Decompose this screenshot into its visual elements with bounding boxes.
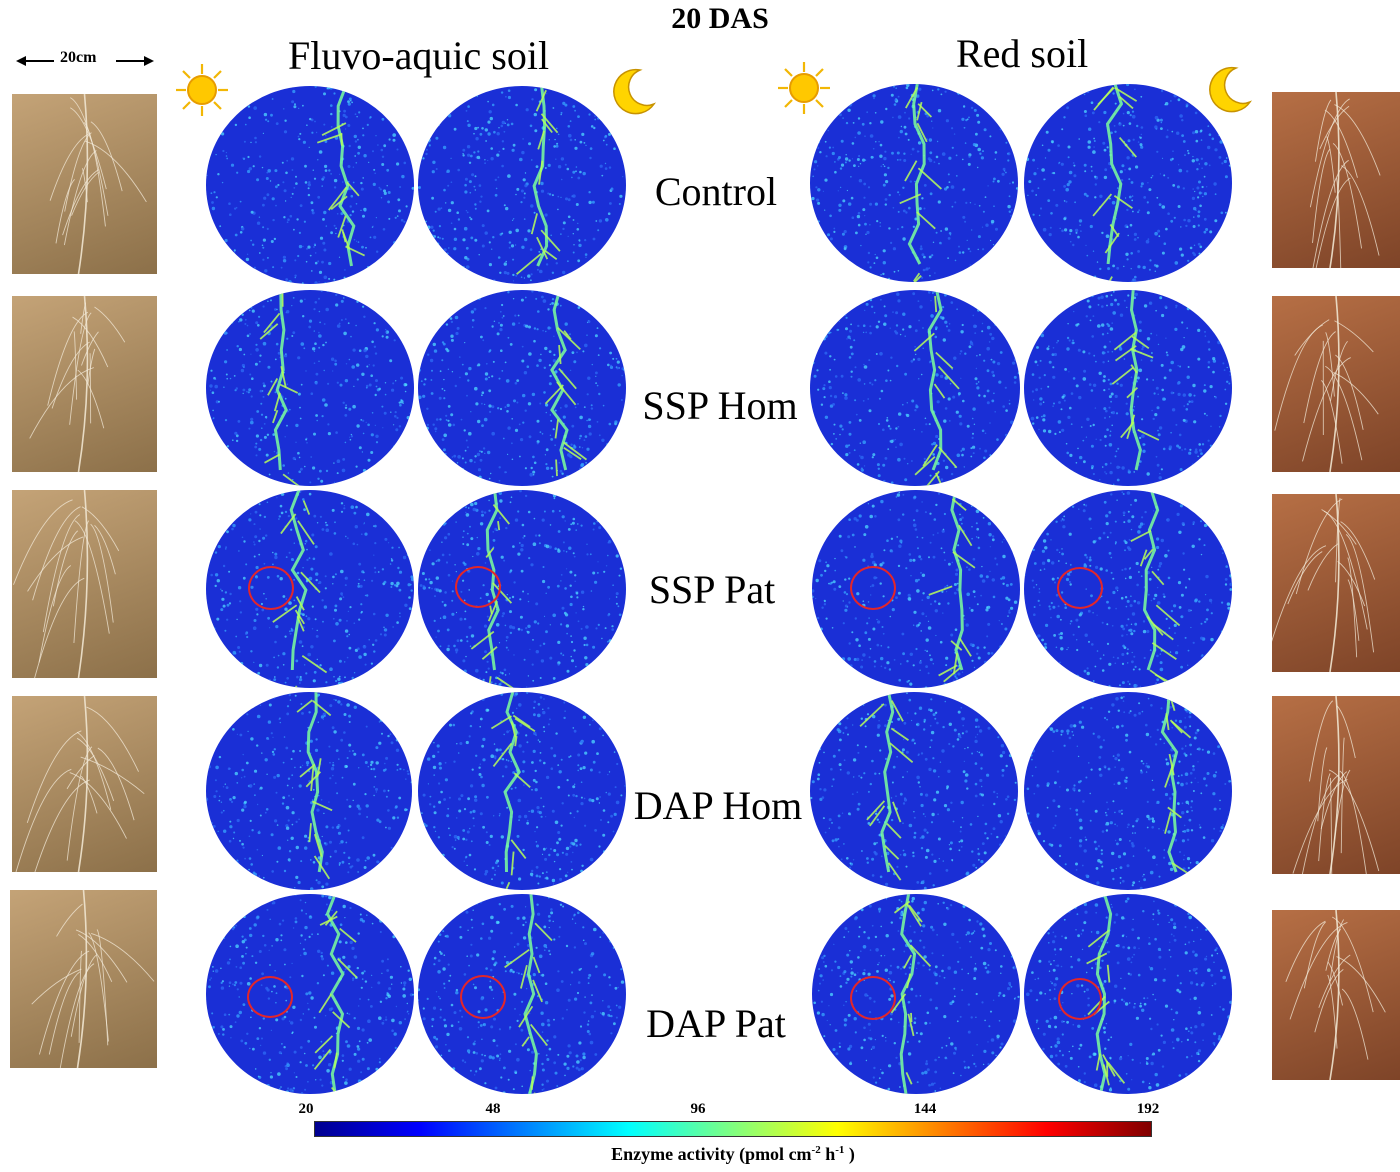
colorbar-gradient	[314, 1121, 1152, 1137]
patch-marker-circle	[1057, 567, 1103, 609]
root-photo-fluvo-dap-hom	[12, 695, 157, 887]
zymogram-fluvo-night-control	[418, 86, 626, 284]
zymogram-red-night-ssp-hom	[1024, 290, 1232, 486]
root-photo-red-control	[1272, 91, 1400, 292]
crescent-moon-icon	[610, 66, 657, 116]
treatment-label-ssp-pat: SSP Pat	[648, 567, 776, 612]
zymogram-fluvo-day-ssp-pat	[206, 490, 414, 688]
root-photo-fluvo-dap-pat	[10, 889, 157, 1076]
figure-title: 20 DAS	[671, 2, 769, 35]
patch-marker-circle	[247, 976, 293, 1018]
zymogram-fluvo-day-ssp-hom	[206, 290, 414, 486]
crescent-moon-icon	[1206, 64, 1253, 114]
patch-marker-circle	[850, 976, 896, 1020]
colorbar-tick: 48	[485, 1101, 501, 1117]
root-photo-red-ssp-pat	[1268, 493, 1400, 673]
soil-header-red: Red soil	[956, 31, 1089, 76]
zymogram-red-day-dap-hom	[810, 692, 1018, 890]
scale-bar-label: 20cm	[60, 49, 97, 66]
zymogram-red-night-dap-hom	[1024, 692, 1232, 890]
patch-marker-circle	[248, 566, 294, 610]
sun-icon	[774, 60, 834, 116]
colorbar-tick: 192	[1136, 1101, 1160, 1117]
treatment-label-dap-hom: DAP Hom	[633, 783, 803, 828]
colorbar-title-sup: -2	[811, 1144, 821, 1156]
zymogram-fluvo-day-dap-hom	[206, 692, 412, 890]
patch-marker-circle	[460, 975, 506, 1019]
treatment-label-ssp-hom: SSP Hom	[642, 383, 798, 428]
root-photo-red-dap-pat	[1272, 909, 1400, 1081]
zymogram-red-day-dap-pat	[812, 894, 1020, 1094]
zymogram-red-day-ssp-pat	[812, 490, 1020, 688]
zymogram-red-night-control	[1024, 84, 1232, 282]
colorbar-title-sup: -1	[835, 1144, 845, 1156]
scale-bar: 20cm	[14, 47, 156, 73]
colorbar-title-text: Enzyme activity (pmol cm	[611, 1144, 812, 1164]
colorbar-title: Enzyme activity (pmol cm-2 h-1 )	[314, 1144, 1152, 1165]
treatment-label-control: Control	[654, 169, 778, 214]
patch-marker-circle	[455, 566, 501, 608]
zymogram-fluvo-day-control	[206, 86, 414, 284]
root-photo-red-dap-hom	[1272, 695, 1400, 879]
zymogram-fluvo-night-ssp-hom	[418, 290, 626, 486]
root-photo-fluvo-control	[12, 93, 157, 275]
colorbar-tick: 144	[913, 1101, 937, 1117]
zymogram-fluvo-night-dap-hom	[418, 692, 626, 890]
zymogram-red-night-ssp-pat	[1024, 490, 1232, 688]
colorbar-tick: 20	[298, 1101, 314, 1117]
colorbar-title-text: )	[844, 1144, 855, 1164]
root-photo-fluvo-ssp-pat	[12, 489, 157, 693]
colorbar-tick: 96	[690, 1101, 706, 1117]
colorbar-title-text: h	[820, 1144, 836, 1164]
treatment-label-dap-pat: DAP Pat	[646, 1001, 786, 1046]
sun-icon	[172, 62, 232, 118]
zymogram-fluvo-night-dap-pat	[418, 894, 626, 1094]
patch-marker-circle	[850, 566, 896, 610]
zymogram-fluvo-night-ssp-pat	[418, 490, 626, 688]
root-photo-fluvo-ssp-hom	[12, 295, 157, 473]
zymogram-red-day-ssp-hom	[810, 290, 1020, 486]
patch-marker-circle	[1058, 978, 1102, 1020]
zymogram-fluvo-day-dap-pat	[206, 894, 414, 1094]
soil-header-fluvo-aquic: Fluvo-aquic soil	[288, 33, 550, 78]
zymogram-red-day-control	[810, 84, 1018, 282]
root-photo-red-ssp-hom	[1272, 295, 1400, 473]
zymogram-red-night-dap-pat	[1024, 894, 1232, 1094]
